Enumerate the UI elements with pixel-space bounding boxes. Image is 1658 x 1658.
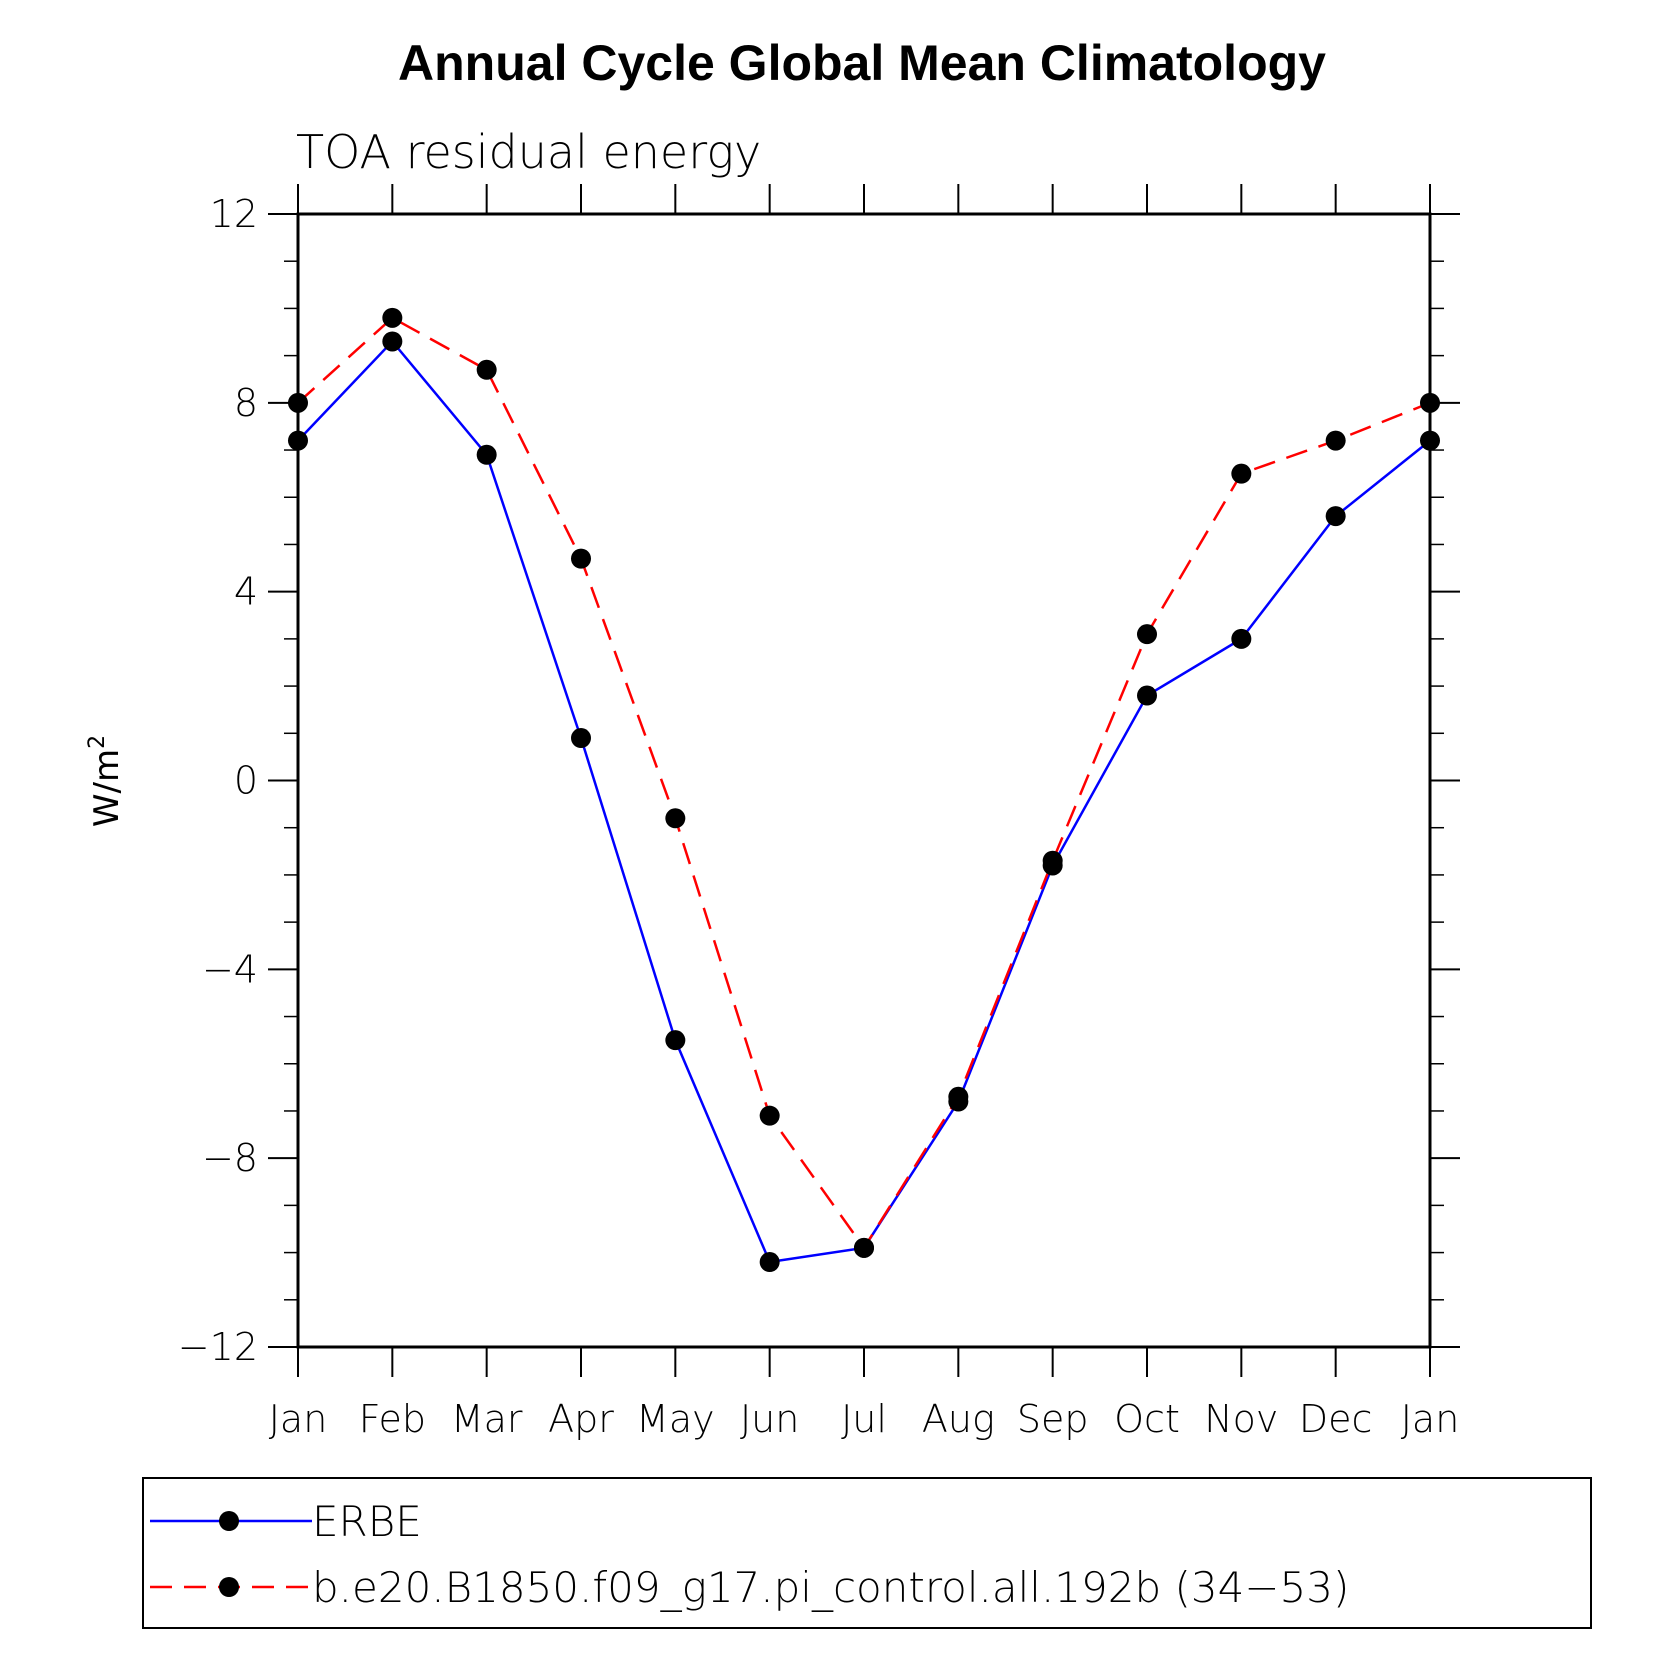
legend-label-1: b.e20.B1850.f09_g17.pi_control.all.192b … xyxy=(312,1563,1349,1612)
x-tick-label: Oct xyxy=(1114,1397,1180,1441)
series-1-point xyxy=(1420,392,1440,413)
series-0-point xyxy=(288,430,308,451)
y-axis-label: W/m2 xyxy=(85,735,127,827)
series-1-point xyxy=(571,548,591,569)
chart-title: Annual Cycle Global Mean Climatology xyxy=(398,35,1326,91)
x-tick-label: Jan xyxy=(1401,1397,1460,1441)
y-axis-label-superscript: 2 xyxy=(85,735,110,749)
legend: ERBE b.e20.B1850.f09_g17.pi_control.all.1… xyxy=(142,1477,1592,1629)
series-0-point xyxy=(476,444,497,465)
series-1-point xyxy=(1325,430,1346,451)
x-tick-label: May xyxy=(636,1397,715,1441)
y-tick-label: 4 xyxy=(234,570,258,614)
plot-frame xyxy=(296,212,1432,1349)
series-1-point xyxy=(1231,463,1252,484)
series-0-point xyxy=(1137,685,1157,706)
x-tick-label: Feb xyxy=(359,1397,426,1441)
series-1-point xyxy=(1137,624,1157,645)
x-tick-label: Jun xyxy=(740,1397,799,1441)
x-tick-label: Sep xyxy=(1017,1397,1089,1441)
series-1-point xyxy=(948,1086,969,1107)
series-1-point xyxy=(759,1105,780,1126)
series-1-point xyxy=(665,808,686,829)
series-0-point xyxy=(759,1252,780,1273)
x-tick-label: Mar xyxy=(451,1397,523,1441)
series-0-point xyxy=(571,728,591,749)
x-tick-label: Jan xyxy=(269,1397,328,1441)
series-0-point xyxy=(1231,628,1252,649)
x-tick-label: Apr xyxy=(548,1397,614,1441)
chart-subtitle: TOA residual energy xyxy=(296,125,761,179)
x-axis: Jan Feb Mar Apr May Jun Jul Aug Sep Oct Nov Dec Jan xyxy=(269,184,1460,1441)
y-tick-label: −8 xyxy=(202,1136,258,1180)
legend-box xyxy=(142,1477,1592,1629)
x-tick-label: Jul xyxy=(841,1397,887,1441)
series-line-1 xyxy=(297,316,1431,1251)
legend-marker-0 xyxy=(219,1511,239,1531)
y-tick-label: 0 xyxy=(234,759,258,803)
series-1-point xyxy=(854,1237,874,1258)
series-0-point xyxy=(1325,506,1346,527)
y-tick-label: −4 xyxy=(202,947,258,991)
legend-marker-1 xyxy=(219,1577,239,1597)
plot-border xyxy=(296,212,1432,1349)
series-0-point xyxy=(382,331,403,352)
legend-label-0: ERBE xyxy=(312,1497,422,1546)
y-tick-label: 8 xyxy=(234,381,258,425)
series-1-point xyxy=(1042,850,1063,871)
y-tick-label: 12 xyxy=(210,192,258,236)
series-0-point xyxy=(665,1030,686,1051)
series-line-0 xyxy=(297,339,1431,1264)
series-0-point xyxy=(1420,430,1440,451)
x-tick-label: Aug xyxy=(922,1397,995,1441)
series-1-point xyxy=(288,392,308,413)
series-layer xyxy=(288,307,1440,1273)
series-1-point xyxy=(382,307,403,328)
series-1-point xyxy=(476,359,497,380)
y-axis: 12 8 4 0 −4 −8 −12 xyxy=(178,192,1460,1369)
y-tick-label: −12 xyxy=(178,1325,258,1369)
x-tick-label: Dec xyxy=(1299,1397,1373,1441)
x-tick-label: Nov xyxy=(1204,1397,1278,1441)
